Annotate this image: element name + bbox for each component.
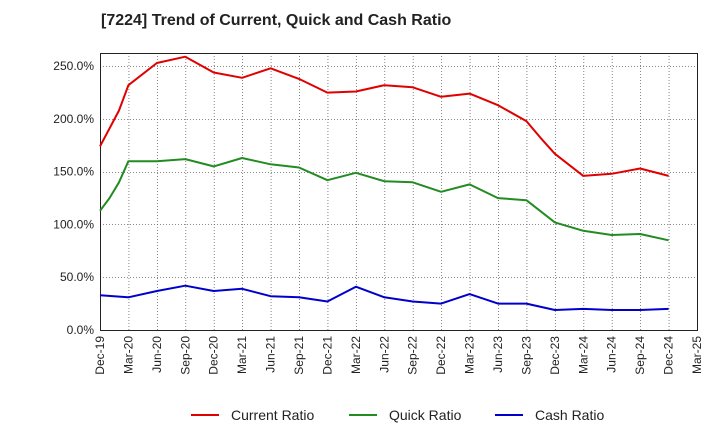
x-tick-label: Sep-23 [519, 336, 533, 375]
legend-label: Current Ratio [231, 407, 315, 423]
legend-label: Cash Ratio [535, 407, 605, 423]
series-line-current-ratio [99, 55, 669, 177]
legend: Current Ratio Quick Ratio Cash Ratio [0, 404, 720, 426]
x-tick-label: Dec-20 [207, 336, 221, 375]
x-tick-labels: Dec-19 Mar-20 Jun-20 Sep-20 Dec-20 Mar-21 Jun-… [93, 336, 704, 375]
y-tick-labels: 0.0% 50.0% 100.0% 150.0% 200.0% 250.0% [53, 59, 94, 337]
legend-swatch [191, 414, 219, 416]
x-tick-label: Jun-21 [264, 336, 278, 373]
grid-layer [100, 53, 698, 331]
y-tick-label: 100.0% [53, 217, 94, 231]
x-tick-label: Jun-23 [491, 336, 505, 373]
legend-item-quick-ratio: Quick Ratio [349, 404, 461, 426]
y-tick-label: 0.0% [67, 323, 95, 337]
x-tick-label: Mar-21 [235, 336, 249, 374]
x-tick-label: Jun-20 [150, 336, 164, 373]
x-tick-label: Mar-20 [121, 336, 135, 374]
legend-item-cash-ratio: Cash Ratio [495, 404, 604, 426]
chart-title: [7224] Trend of Current, Quick and Cash … [101, 12, 452, 29]
x-tick-label: Dec-23 [548, 336, 562, 375]
x-tick-label: Sep-22 [406, 336, 420, 375]
plot-area-frame [100, 53, 698, 331]
x-tick-label: Sep-20 [178, 336, 192, 375]
legend-swatch [495, 414, 523, 416]
series-line-quick-ratio [99, 157, 669, 242]
x-tick-label: Dec-21 [320, 336, 334, 375]
x-tick-label: Jun-24 [605, 336, 619, 373]
x-tick-label: Sep-24 [633, 336, 647, 375]
legend-swatch [349, 414, 377, 416]
y-tick-label: 50.0% [60, 270, 94, 284]
x-tick-label: Dec-22 [434, 336, 448, 375]
series-line-cash-ratio [99, 284, 669, 311]
axes-layer [100, 53, 698, 331]
x-tick-label: Dec-19 [93, 336, 107, 375]
x-tick-label: Mar-23 [463, 336, 477, 374]
x-tick-label: Mar-25 [690, 336, 704, 374]
y-tick-label: 250.0% [53, 59, 94, 73]
y-tick-label: 150.0% [53, 165, 94, 179]
x-tick-label: Dec-24 [662, 336, 676, 375]
legend-item-current-ratio: Current Ratio [191, 404, 314, 426]
legend-label: Quick Ratio [389, 407, 462, 423]
x-tick-label: Jun-22 [377, 336, 391, 373]
x-tick-label: Mar-22 [349, 336, 363, 374]
y-tick-label: 200.0% [53, 112, 94, 126]
x-tick-label: Sep-21 [292, 336, 306, 375]
x-tick-label: Mar-24 [576, 336, 590, 374]
series-layer [99, 55, 669, 311]
